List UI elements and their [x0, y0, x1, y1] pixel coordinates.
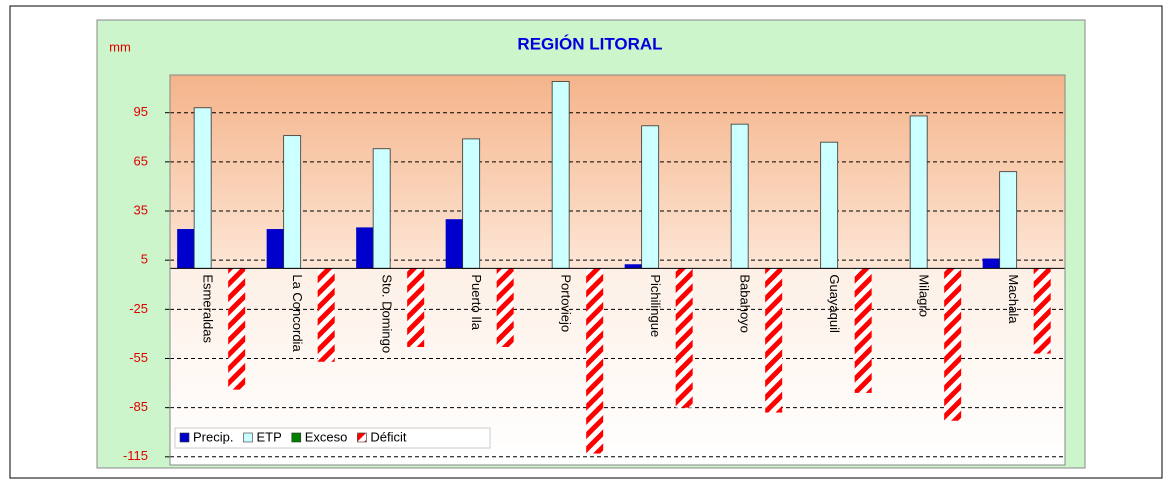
y-tick-label: 65 [134, 153, 148, 168]
legend-label: ETP [256, 429, 281, 444]
legend-label: Exceso [305, 429, 348, 444]
bar [177, 229, 195, 269]
bar [445, 219, 463, 269]
bar [624, 264, 642, 269]
bar [586, 268, 604, 454]
bar [999, 171, 1018, 269]
x-tick-label: Esmeraldas [200, 274, 215, 343]
bar [266, 229, 284, 269]
legend-label: Precip. [193, 429, 233, 444]
bar [551, 81, 570, 269]
bar [462, 138, 481, 269]
bar [982, 258, 1000, 269]
y-tick-label: -115 [123, 448, 148, 463]
bar [1033, 268, 1051, 354]
plot-border [169, 74, 1066, 466]
y-tick-label: 5 [141, 252, 148, 267]
plot-area-top [170, 75, 1065, 269]
legend-swatch [243, 432, 253, 443]
bar [407, 268, 425, 348]
bar [228, 268, 246, 390]
x-tick-label: Portoviejo [558, 274, 573, 332]
x-tick-label: Milagro [916, 274, 931, 317]
bar [675, 268, 693, 408]
bar [193, 107, 212, 269]
chart-title: REGIÓN LITORAL [517, 34, 662, 53]
y-tick-label: -85 [129, 399, 148, 414]
y-axis-label: mm [109, 39, 131, 54]
bar [854, 268, 872, 393]
x-tick-label: Pichilingue [648, 274, 663, 337]
bar [909, 115, 928, 269]
bar [372, 148, 391, 269]
y-tick-label: -25 [129, 301, 148, 316]
y-tick-label: 35 [134, 202, 148, 217]
bar [730, 123, 749, 269]
bar [641, 125, 660, 269]
legend-label: Déficit [370, 429, 407, 444]
legend-swatch [357, 432, 367, 443]
x-tick-label: Puerto Ila [469, 274, 484, 330]
bar [944, 268, 962, 421]
bar [820, 141, 839, 269]
x-tick-label: Babahoyo [737, 274, 752, 333]
bar [317, 268, 335, 362]
legend-swatch [179, 432, 190, 443]
bar [283, 135, 302, 269]
legend-swatch [291, 432, 302, 443]
bar [765, 268, 783, 413]
y-tick-label: -55 [129, 350, 148, 365]
bar [356, 227, 374, 269]
legend [174, 427, 491, 449]
x-tick-label: Machala [1006, 274, 1021, 324]
x-tick-label: Guayaquil [827, 274, 842, 333]
x-tick-label: Sto. Domingo [379, 274, 394, 353]
bar [496, 268, 514, 348]
y-tick-label: 95 [134, 104, 148, 119]
x-tick-label: La Concordia [290, 274, 305, 352]
